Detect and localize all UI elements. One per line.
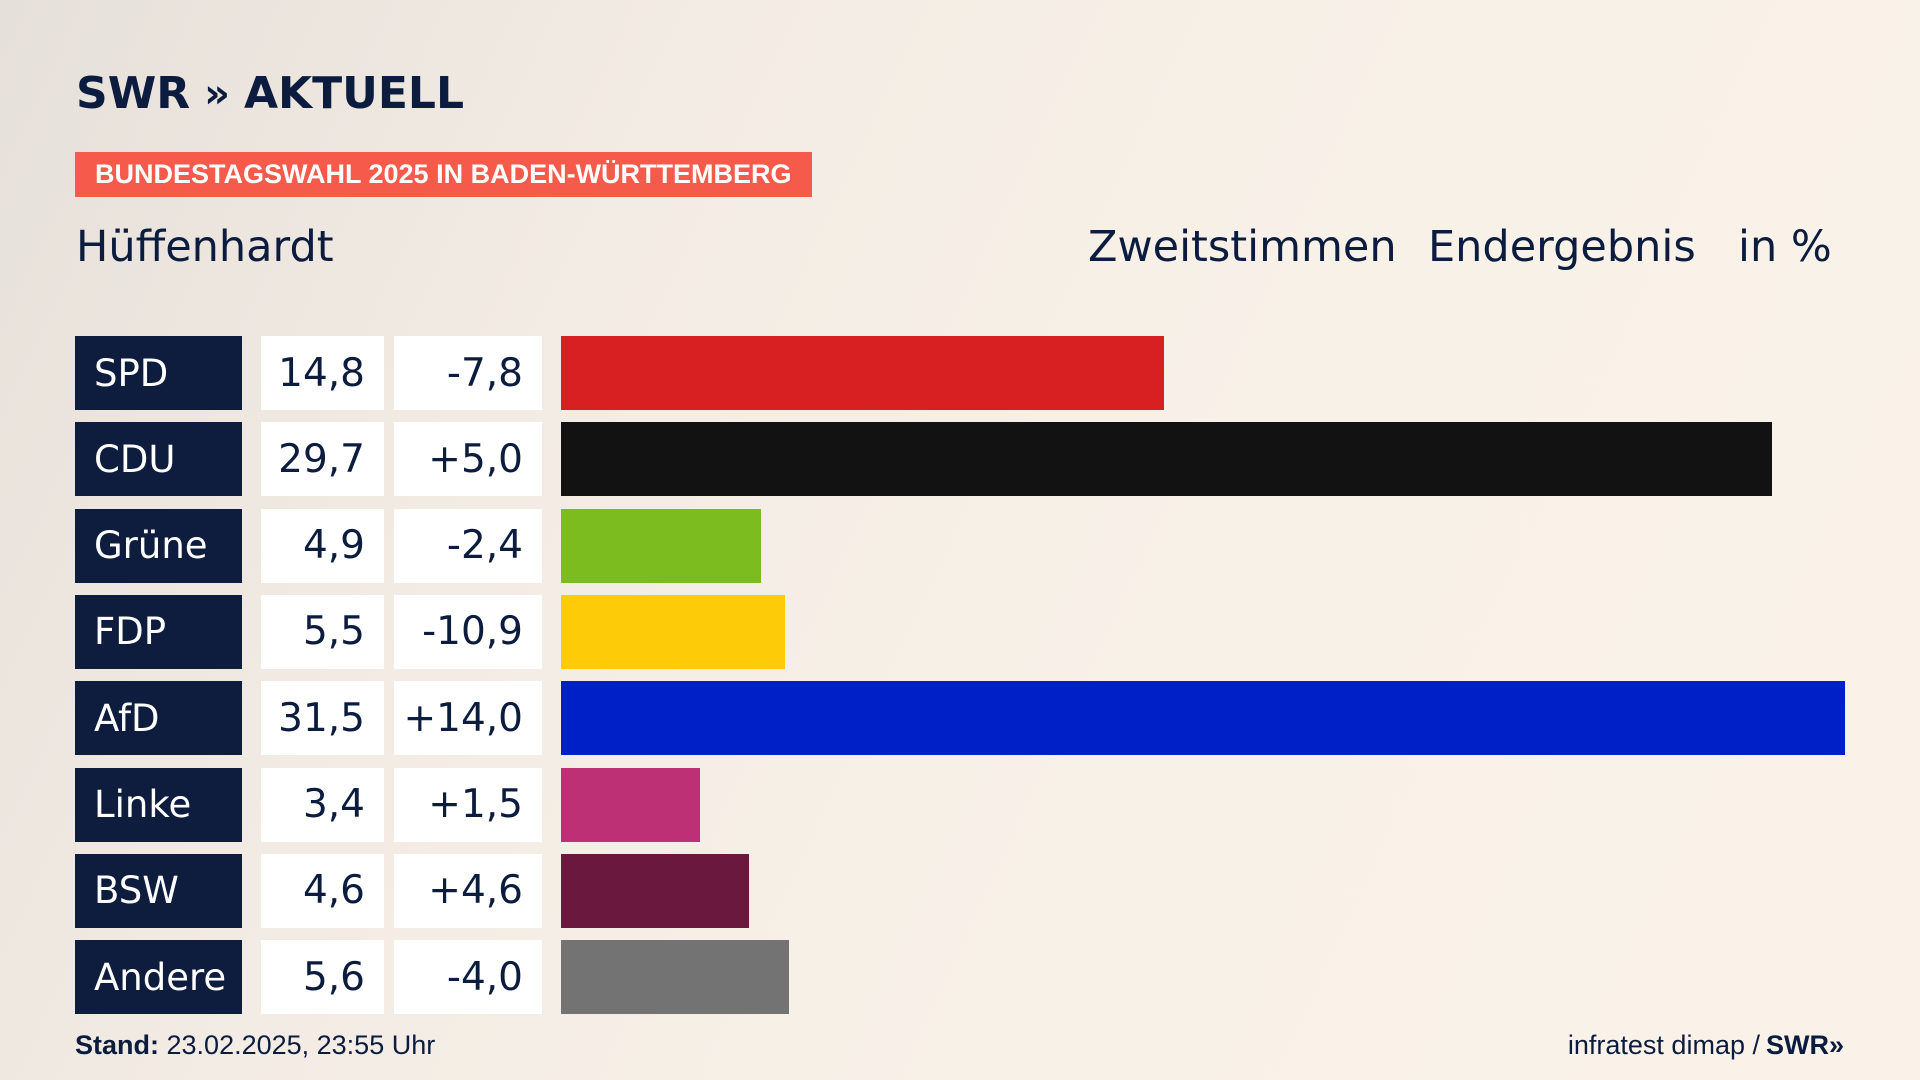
party-label: Andere <box>75 940 242 1015</box>
swr-aktuell-logo: SWR » AKTUELL <box>76 68 464 119</box>
vote-change-label: -10,9 <box>394 594 542 669</box>
vote-share-label: 5,5 <box>261 594 384 669</box>
vote-change-label: +4,6 <box>394 853 542 928</box>
source-text: infratest dimap / <box>1567 1030 1760 1060</box>
result-row: Andere 5,6 -4,0 <box>0 940 1920 1015</box>
vote-share-label: 29,7 <box>261 422 384 497</box>
result-row: AfD 31,5 +14,0 <box>0 681 1920 756</box>
header-result-state: Endergebnis <box>1428 222 1696 272</box>
timestamp-value: 23.02.2025, 23:55 Uhr <box>166 1030 436 1060</box>
election-banner: BUNDESTAGSWAHL 2025 IN BADEN-WÜRTTEMBERG <box>75 152 812 197</box>
vote-change-label: +5,0 <box>394 422 542 497</box>
vote-share-label: 31,5 <box>261 681 384 756</box>
result-row: CDU 29,7 +5,0 <box>0 422 1920 497</box>
result-row: FDP 5,5 -10,9 <box>0 594 1920 669</box>
party-label: Grüne <box>75 508 242 583</box>
result-row: Linke 3,4 +1,5 <box>0 767 1920 842</box>
vote-change-label: +14,0 <box>394 681 542 756</box>
vote-share-label: 5,6 <box>261 940 384 1015</box>
vote-change-label: -2,4 <box>394 508 542 583</box>
party-label: CDU <box>75 422 242 497</box>
logo-brand: SWR <box>76 68 191 119</box>
vote-share-label: 14,8 <box>261 336 384 410</box>
source-brand: SWR» <box>1765 1030 1844 1060</box>
result-bar <box>561 767 700 842</box>
timestamp: Stand: 23.02.2025, 23:55 Uhr <box>75 1030 435 1061</box>
party-label: AfD <box>75 681 242 756</box>
header-unit: in % <box>1738 222 1832 272</box>
result-bar <box>561 940 790 1015</box>
party-label: BSW <box>75 853 242 928</box>
vote-change-label: -7,8 <box>394 336 542 410</box>
vote-share-label: 4,9 <box>261 508 384 583</box>
result-bar <box>561 853 749 928</box>
result-row: Grüne 4,9 -2,4 <box>0 508 1920 583</box>
result-bar <box>561 594 786 669</box>
result-bar <box>561 422 1772 497</box>
source-credit: infratest dimap / SWR» <box>1568 1030 1844 1061</box>
party-label: SPD <box>75 336 242 410</box>
logo-product: AKTUELL <box>243 68 464 119</box>
result-row: BSW 4,6 +4,6 <box>0 853 1920 928</box>
result-bar <box>561 508 761 583</box>
vote-change-label: +1,5 <box>394 767 542 842</box>
vote-share-label: 4,6 <box>261 853 384 928</box>
result-row: SPD 14,8 -7,8 <box>0 336 1920 410</box>
result-bar <box>561 681 1845 756</box>
party-label: FDP <box>75 594 242 669</box>
vote-share-label: 3,4 <box>261 767 384 842</box>
place-title: Hüffenhardt <box>76 222 334 272</box>
timestamp-label: Stand: <box>75 1030 159 1060</box>
header-vote-type: Zweitstimmen <box>1088 222 1397 272</box>
party-label: Linke <box>75 767 242 842</box>
result-bar <box>561 336 1165 410</box>
vote-change-label: -4,0 <box>394 940 542 1015</box>
